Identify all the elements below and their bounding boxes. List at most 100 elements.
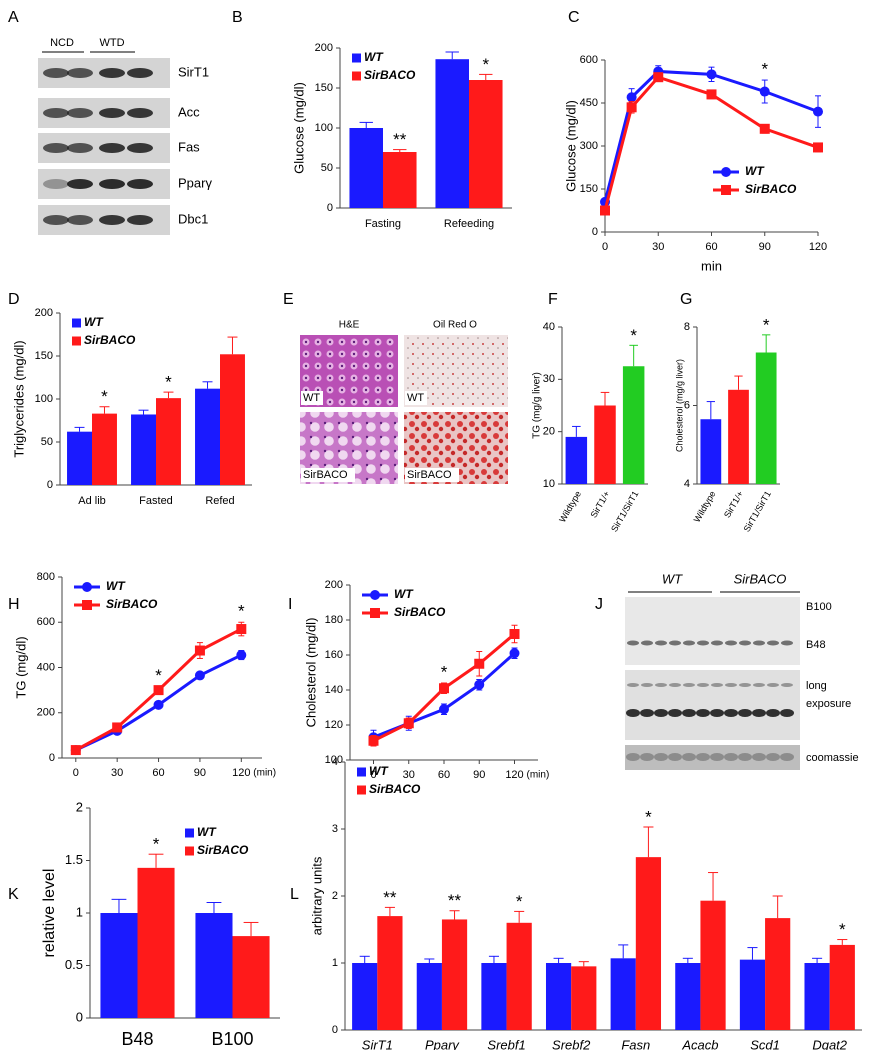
panel-letter: F: [548, 291, 558, 308]
bar: [506, 922, 532, 1030]
bar: [545, 963, 572, 1030]
line: [603, 69, 819, 203]
y-tick-label: 0: [592, 226, 598, 238]
band: [724, 753, 738, 761]
bar: [565, 436, 588, 484]
significance: *: [441, 662, 448, 681]
static-layer: A NCD WTD E H&E Oil Red O WT WT SirBACO …: [8, 9, 859, 770]
band: [668, 753, 682, 761]
panel-letter: K: [8, 886, 19, 903]
bar: [92, 413, 117, 485]
y-tick-label: 140: [325, 684, 343, 696]
y-axis-label: Cholesterol (mg/dl): [303, 618, 318, 728]
x-tick-label: 120: [232, 767, 250, 779]
point: [153, 685, 164, 696]
bar: [195, 388, 220, 485]
band: [640, 709, 654, 717]
band: [696, 709, 710, 717]
column-label: Oil Red O: [433, 320, 477, 331]
group-label: NCD: [50, 37, 74, 49]
band: [669, 683, 681, 687]
y-tick-label: 20: [543, 426, 555, 438]
bar: [728, 389, 749, 484]
y-tick-label: 200: [37, 707, 55, 719]
band: [655, 683, 667, 687]
bar: [675, 963, 701, 1030]
significance: **: [448, 891, 462, 910]
x-tick-label: 30: [111, 767, 123, 779]
y-tick-label: 1: [332, 957, 338, 969]
band: [668, 709, 682, 717]
x-tick-label: Srebf2: [552, 1037, 591, 1050]
point: [194, 645, 205, 656]
y-tick-label: 50: [41, 436, 53, 448]
bar: [232, 936, 270, 1018]
y-tick-label: 1: [76, 904, 83, 919]
blot-label: Acc: [178, 104, 200, 119]
y-axis-label: Cholesterol (mg/g liver): [674, 359, 684, 452]
legend-marker: [82, 582, 92, 592]
band: [67, 215, 93, 225]
band: [766, 753, 780, 761]
legend-label: SirBACO: [106, 597, 158, 611]
bar: [804, 963, 830, 1030]
y-tick-label: 0: [332, 1024, 338, 1036]
band: [752, 709, 766, 717]
x-tick-label: SirT1: [362, 1037, 393, 1050]
y-tick-label: 120: [325, 719, 343, 731]
band: [67, 143, 93, 153]
legend-label: WT: [369, 764, 389, 778]
x-tick-label: 90: [473, 769, 485, 781]
band: [641, 683, 653, 687]
legend-swatch: [352, 53, 361, 63]
band: [127, 143, 153, 153]
x-tick-label: Srebf1: [487, 1037, 525, 1050]
bar: [739, 959, 766, 1030]
y-tick-label: 600: [37, 616, 55, 628]
legend-label: WT: [394, 587, 414, 601]
y-tick-label: 6: [684, 399, 690, 411]
band: [43, 108, 69, 118]
y-tick-label: 2: [332, 890, 338, 902]
band: [99, 179, 125, 189]
x-tick-label: B48: [121, 1029, 153, 1049]
band: [669, 640, 681, 646]
bar: [700, 900, 726, 1030]
y-tick-label: 100: [35, 393, 53, 405]
y-axis-label: Triglycerides (mg/dl): [11, 340, 26, 457]
x-tick-label: Ad lib: [78, 495, 106, 507]
x-tick-label: Pparγ: [425, 1037, 460, 1050]
band: [710, 709, 724, 717]
blot-label: coomassie: [806, 752, 859, 764]
x-tick-label: Scd1: [750, 1037, 780, 1050]
significance: *: [645, 807, 652, 826]
legend-swatch: [352, 71, 361, 81]
band: [626, 753, 640, 761]
band: [99, 215, 125, 225]
bar: [416, 963, 442, 1030]
blot: [625, 670, 800, 740]
x-tick-label: 0: [602, 241, 608, 253]
bar: [594, 405, 616, 484]
legend-label: SirBACO: [364, 68, 416, 82]
y-tick-label: 160: [325, 649, 343, 661]
x-tick-label: 60: [705, 241, 717, 253]
blot-label: B100: [806, 601, 832, 613]
group-label: SirBACO: [734, 571, 787, 586]
x-tick-label: Acacb: [681, 1037, 718, 1050]
y-tick-label: 100: [315, 122, 333, 134]
panel-letter: C: [568, 9, 580, 26]
bar: [469, 80, 503, 208]
significance: *: [516, 892, 523, 911]
y-axis-label: TG (mg/dl): [13, 636, 28, 698]
band: [781, 640, 793, 646]
band: [725, 683, 737, 687]
band: [711, 683, 723, 687]
y-tick-label: 150: [580, 183, 598, 195]
legend-swatch: [357, 785, 366, 795]
point: [600, 205, 610, 216]
bar: [67, 431, 92, 485]
y-tick-label: 4: [332, 756, 338, 768]
label-bg: [301, 468, 355, 482]
bar: [571, 966, 597, 1030]
